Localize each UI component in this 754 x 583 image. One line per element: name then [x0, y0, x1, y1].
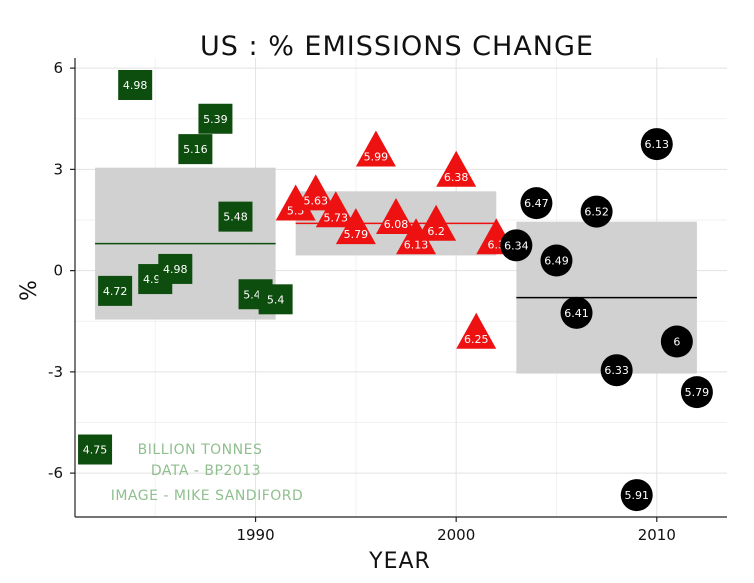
point-label: 6 — [673, 336, 680, 349]
point-label: 5.63 — [303, 194, 328, 207]
chart-title: US : % EMISSIONS CHANGE — [200, 31, 594, 62]
circle-marker — [500, 229, 533, 262]
circle-marker — [680, 376, 713, 409]
y-tick-label: -3 — [48, 363, 63, 381]
triangle-marker — [436, 150, 477, 187]
y-tick-label: -6 — [48, 464, 63, 482]
circle-marker — [520, 187, 553, 220]
point-label: 4.75 — [83, 444, 108, 457]
point-label: 6.47 — [524, 197, 549, 210]
triangle-marker — [456, 312, 497, 349]
point-label: 6.13 — [645, 138, 670, 151]
point-label: 4.98 — [163, 263, 188, 276]
y-tick-label: 6 — [53, 59, 63, 77]
x-tick-label: 2010 — [638, 526, 676, 544]
point-label: 6.2 — [427, 225, 445, 238]
triangle-marker — [295, 174, 336, 211]
circle-marker — [600, 354, 633, 387]
point-label: 5.48 — [223, 211, 248, 224]
point-label: 5.79 — [344, 228, 369, 241]
annotation-layer: BILLION TONNES DATA - BP2013 IMAGE - MIKE … — [111, 442, 304, 504]
circle-marker — [560, 296, 593, 329]
annotation-text: BILLION TONNES — [138, 442, 263, 458]
point-label: 5.16 — [183, 143, 208, 156]
square-marker — [258, 284, 293, 315]
square-marker — [158, 253, 193, 284]
triangle-marker — [315, 191, 356, 228]
triangle-marker — [396, 218, 437, 255]
point-label: 5.99 — [364, 151, 389, 164]
x-tick-label: 2000 — [437, 526, 475, 544]
point-label: 6.38 — [444, 171, 469, 184]
triangle-marker — [416, 204, 457, 241]
point-label: 5.73 — [324, 211, 349, 224]
circle-marker — [580, 195, 613, 228]
circle-marker — [540, 244, 573, 277]
point-label: 5.39 — [203, 113, 228, 126]
x-tick-label: 1990 — [236, 526, 274, 544]
circle-marker — [640, 128, 673, 161]
point-label: 5.4 — [267, 293, 285, 306]
point-label: 6.08 — [384, 218, 409, 231]
point-label: 6.13 — [404, 238, 429, 251]
x-axis-label: YEAR — [368, 549, 431, 574]
point-label: 5.91 — [624, 489, 649, 502]
square-marker — [198, 103, 233, 134]
triangle-marker — [275, 184, 316, 221]
point-label: 5.79 — [685, 386, 710, 399]
y-axis-label: % — [17, 279, 42, 301]
triangle-marker — [355, 130, 396, 167]
triangle-marker — [375, 198, 416, 234]
axis-layer: 6 3 0 -3 -6 1990 2000 2010 — [48, 58, 727, 544]
y-tick-label: 0 — [53, 262, 63, 280]
annotation-text: DATA - BP2013 — [151, 463, 261, 479]
point-label: 6.41 — [564, 307, 589, 320]
y-tick-label: 3 — [53, 160, 63, 178]
square-marker — [78, 434, 113, 465]
triangle-marker — [335, 208, 376, 245]
point-label: 6.52 — [584, 206, 609, 219]
mark-layer: 4.754.724.984.974.985.165.395.485.44 5.45… — [78, 70, 713, 512]
circle-marker — [620, 479, 653, 512]
circle-marker — [660, 325, 693, 358]
square-marker — [118, 70, 153, 100]
point-label: 6.33 — [604, 364, 629, 377]
point-label: 6.49 — [544, 255, 569, 268]
annotation-text: IMAGE - MIKE SANDIFORD — [111, 488, 304, 504]
square-marker — [98, 275, 133, 306]
point-label: 6.25 — [464, 333, 489, 346]
point-label: 4.72 — [103, 285, 128, 298]
point-label: 6.34 — [504, 239, 529, 252]
square-marker — [218, 201, 253, 232]
square-marker — [178, 134, 213, 165]
point-label: 4.98 — [123, 79, 148, 92]
